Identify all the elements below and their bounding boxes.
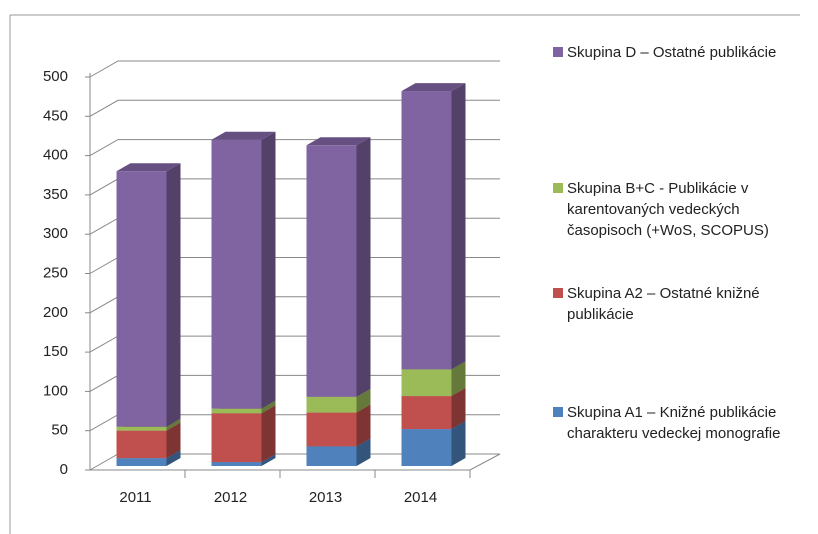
legend-swatch xyxy=(553,288,563,298)
bar-segment-side xyxy=(451,388,466,430)
bar-segment xyxy=(211,408,262,414)
y-tick-label: 0 xyxy=(60,461,68,478)
bar-segment-side xyxy=(166,450,181,466)
bar-segment-side xyxy=(356,404,371,447)
x-tick-label: 2012 xyxy=(214,489,247,506)
bar-segment-side xyxy=(451,361,466,397)
bar-segment-top xyxy=(211,131,276,140)
bar-segment-side xyxy=(166,418,181,431)
bar-segment-side xyxy=(356,388,371,413)
bar-segment-side xyxy=(451,83,466,370)
y-tick-label: 350 xyxy=(43,186,68,203)
bar-segment-side xyxy=(356,137,371,397)
legend-item: Skupina D – Ostatné publikácie xyxy=(553,42,808,63)
y-tick-label: 500 xyxy=(43,68,68,85)
bar-segment-side xyxy=(356,438,371,466)
bar-segment xyxy=(116,426,167,431)
bar-segment-side xyxy=(166,422,181,459)
bar-segment xyxy=(116,171,167,427)
bar-segment xyxy=(306,412,357,447)
y-tick-label: 450 xyxy=(43,107,68,124)
legend: Skupina A1 – Knižné publikácie charakter… xyxy=(553,0,818,534)
bar-segment-side xyxy=(261,131,276,409)
y-tick-label: 100 xyxy=(43,382,68,399)
x-tick-label: 2014 xyxy=(404,489,437,506)
bar-segment-top xyxy=(401,83,466,92)
legend-label: Skupina B+C - Publikácie v karentovaných… xyxy=(567,180,769,239)
grid-line xyxy=(89,139,500,157)
x-tick-label: 2011 xyxy=(119,489,151,506)
bar-segment xyxy=(306,396,357,413)
y-tick-label: 300 xyxy=(43,225,68,242)
legend-item: Skupina A2 – Ostatné knižné publikácie xyxy=(553,283,808,325)
bar-segment xyxy=(401,396,452,430)
legend-item: Skupina A1 – Knižné publikácie charakter… xyxy=(553,402,808,444)
legend-item: Skupina B+C - Publikácie v karentovaných… xyxy=(553,178,808,241)
y-tick-label: 200 xyxy=(43,304,68,321)
bar-segment xyxy=(401,91,452,370)
bar-segment xyxy=(116,458,167,466)
y-tick-label: 250 xyxy=(43,264,68,281)
y-tick-label: 400 xyxy=(43,147,68,164)
bar-segment-side xyxy=(261,405,276,463)
bar-segment xyxy=(211,413,262,463)
legend-label: Skupina A1 – Knižné publikácie charakter… xyxy=(567,404,781,442)
bar-segment-top xyxy=(306,137,371,146)
bar-segment-side xyxy=(261,454,276,466)
grid-line xyxy=(89,99,500,117)
bar-segment-side xyxy=(261,400,276,414)
legend-swatch xyxy=(553,47,563,57)
bar-segment-top xyxy=(116,163,181,172)
bar-segment xyxy=(116,430,167,459)
legend-swatch xyxy=(553,183,563,193)
bar-segment xyxy=(306,446,357,466)
bar-segment-side xyxy=(451,421,466,466)
bar-segment xyxy=(401,429,452,466)
y-tick-label: 150 xyxy=(43,343,68,360)
bar-segment xyxy=(401,369,452,397)
legend-label: Skupina D – Ostatné publikácie xyxy=(567,44,777,61)
legend-label: Skupina A2 – Ostatné knižné publikácie xyxy=(567,285,760,323)
bar-segment xyxy=(211,139,262,409)
x-tick-label: 2013 xyxy=(309,489,342,506)
y-tick-label: 50 xyxy=(51,422,68,439)
bar-segment xyxy=(211,462,262,466)
bar-segment xyxy=(306,145,357,397)
legend-swatch xyxy=(553,407,563,417)
grid-line xyxy=(89,60,500,78)
bar-segment-side xyxy=(166,163,181,427)
